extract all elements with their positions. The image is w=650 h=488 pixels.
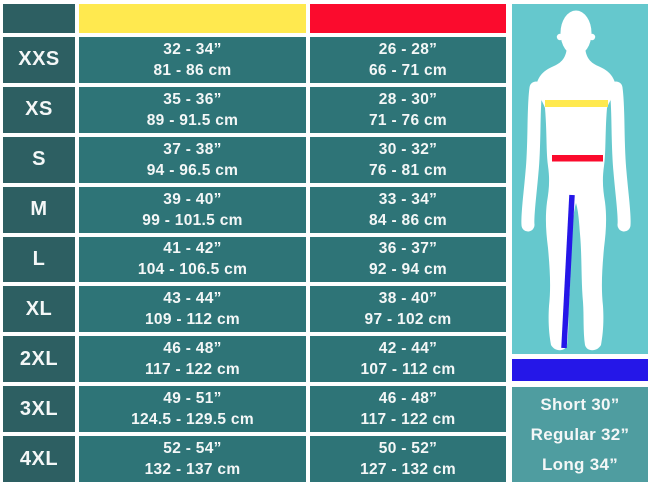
waist-cm-value: 97 - 102 cm	[364, 311, 452, 329]
header-corner-cell	[3, 4, 75, 33]
chest-inches-value: 49 - 51”	[163, 390, 222, 408]
chest-range-cell: 52 - 54” 132 - 137 cm	[79, 436, 306, 482]
inseam-options-panel: Short 30” Regular 32” Long 34”	[512, 387, 648, 482]
size-label-cell: 4XL	[3, 436, 75, 482]
waist-inches-value: 50 - 52”	[378, 440, 438, 458]
waist-inches-value: 33 - 34”	[378, 190, 438, 208]
waist-range-cell: 33 - 34” 84 - 86 cm	[310, 186, 506, 233]
body-silhouette	[521, 10, 631, 351]
chest-inches-value: 46 - 48”	[163, 340, 222, 358]
waist-inches-value: 30 - 32”	[378, 140, 438, 158]
chest-inches-value: 52 - 54”	[163, 440, 222, 458]
chest-cm-value: 81 - 86 cm	[153, 61, 232, 79]
waist-range-cell: 42 - 44” 107 - 112 cm	[310, 336, 506, 383]
chest-cm-value: 94 - 96.5 cm	[146, 161, 239, 179]
chest-inches-value: 39 - 40”	[163, 190, 222, 208]
waist-cm-value: 92 - 94 cm	[369, 261, 447, 279]
size-label-cell: L	[3, 236, 75, 283]
waist-cm-value: 107 - 112 cm	[360, 361, 456, 379]
waist-range-cell: 38 - 40” 97 - 102 cm	[310, 286, 506, 333]
waist-cm-value: 117 - 122 cm	[360, 411, 456, 429]
chest-inches-value: 37 - 38”	[163, 140, 222, 158]
chest-inches-value: 32 - 34”	[163, 40, 222, 58]
chest-range-cell: 46 - 48” 117 - 122 cm	[79, 336, 306, 383]
waist-cm-value: 84 - 86 cm	[369, 211, 447, 229]
body-silhouette-diagram	[521, 10, 631, 351]
waist-line-red	[552, 155, 603, 162]
chest-line-yellow	[545, 100, 608, 107]
body-figure-panel	[512, 4, 648, 354]
chest-column-header-yellow	[79, 4, 306, 33]
size-label-cell: S	[3, 136, 75, 183]
waist-range-cell: 50 - 52” 127 - 132 cm	[310, 436, 506, 482]
inseam-line-blue	[561, 194, 575, 349]
chest-cm-value: 132 - 137 cm	[144, 461, 241, 479]
size-label-cell: XL	[3, 286, 75, 333]
chest-inches-value: 41 - 42”	[163, 240, 222, 258]
size-label-cell: M	[3, 186, 75, 233]
size-label-cell: XS	[3, 86, 75, 133]
waist-cm-value: 71 - 76 cm	[369, 111, 447, 129]
waist-inches-value: 42 - 44”	[378, 340, 438, 358]
waist-range-cell: 36 - 37” 92 - 94 cm	[310, 236, 506, 283]
waist-inches-value: 28 - 30”	[378, 90, 438, 108]
measurement-guide-sidebar: Short 30” Regular 32” Long 34”	[512, 4, 648, 482]
chest-range-cell: 49 - 51” 124.5 - 129.5 cm	[79, 386, 306, 433]
waist-column-header-red	[310, 4, 506, 33]
chest-range-cell: 43 - 44” 109 - 112 cm	[79, 286, 306, 333]
size-label-cell: 2XL	[3, 336, 75, 383]
chest-inches-value: 35 - 36”	[163, 90, 222, 108]
chest-range-cell: 32 - 34” 81 - 86 cm	[79, 37, 306, 83]
chest-cm-value: 89 - 91.5 cm	[146, 111, 239, 129]
waist-inches-value: 26 - 28”	[378, 40, 438, 58]
chest-range-cell: 37 - 38” 94 - 96.5 cm	[79, 136, 306, 183]
waist-inches-value: 36 - 37”	[378, 240, 438, 258]
waist-range-cell: 30 - 32” 76 - 81 cm	[310, 136, 506, 183]
chest-cm-value: 104 - 106.5 cm	[137, 261, 248, 279]
chest-inches-value: 43 - 44”	[163, 290, 222, 308]
size-chart-table: XXS 32 - 34” 81 - 86 cm 26 - 28” 66 - 71 cm X…	[3, 4, 506, 482]
waist-range-cell: 26 - 28” 66 - 71 cm	[310, 37, 506, 83]
waist-inches-value: 46 - 48”	[378, 390, 438, 408]
waist-cm-value: 127 - 132 cm	[360, 461, 456, 479]
chest-range-cell: 39 - 40” 99 - 101.5 cm	[79, 186, 306, 233]
size-label-cell: 3XL	[3, 386, 75, 433]
chest-cm-value: 109 - 112 cm	[145, 311, 240, 329]
waist-range-cell: 46 - 48” 117 - 122 cm	[310, 386, 506, 433]
inseam-option: Short 30”	[540, 394, 620, 414]
size-label-cell: XXS	[3, 37, 75, 83]
inseam-legend-bar-blue	[512, 359, 648, 381]
inseam-option: Regular 32”	[530, 424, 630, 444]
chest-cm-value: 124.5 - 129.5 cm	[131, 411, 254, 429]
waist-cm-value: 76 - 81 cm	[369, 161, 447, 179]
chest-cm-value: 99 - 101.5 cm	[142, 211, 243, 229]
waist-range-cell: 28 - 30” 71 - 76 cm	[310, 86, 506, 133]
chest-range-cell: 41 - 42” 104 - 106.5 cm	[79, 236, 306, 283]
waist-cm-value: 66 - 71 cm	[369, 61, 447, 79]
waist-inches-value: 38 - 40”	[378, 290, 438, 308]
chest-range-cell: 35 - 36” 89 - 91.5 cm	[79, 86, 306, 133]
inseam-option: Long 34”	[541, 454, 619, 474]
chest-cm-value: 117 - 122 cm	[145, 361, 240, 379]
